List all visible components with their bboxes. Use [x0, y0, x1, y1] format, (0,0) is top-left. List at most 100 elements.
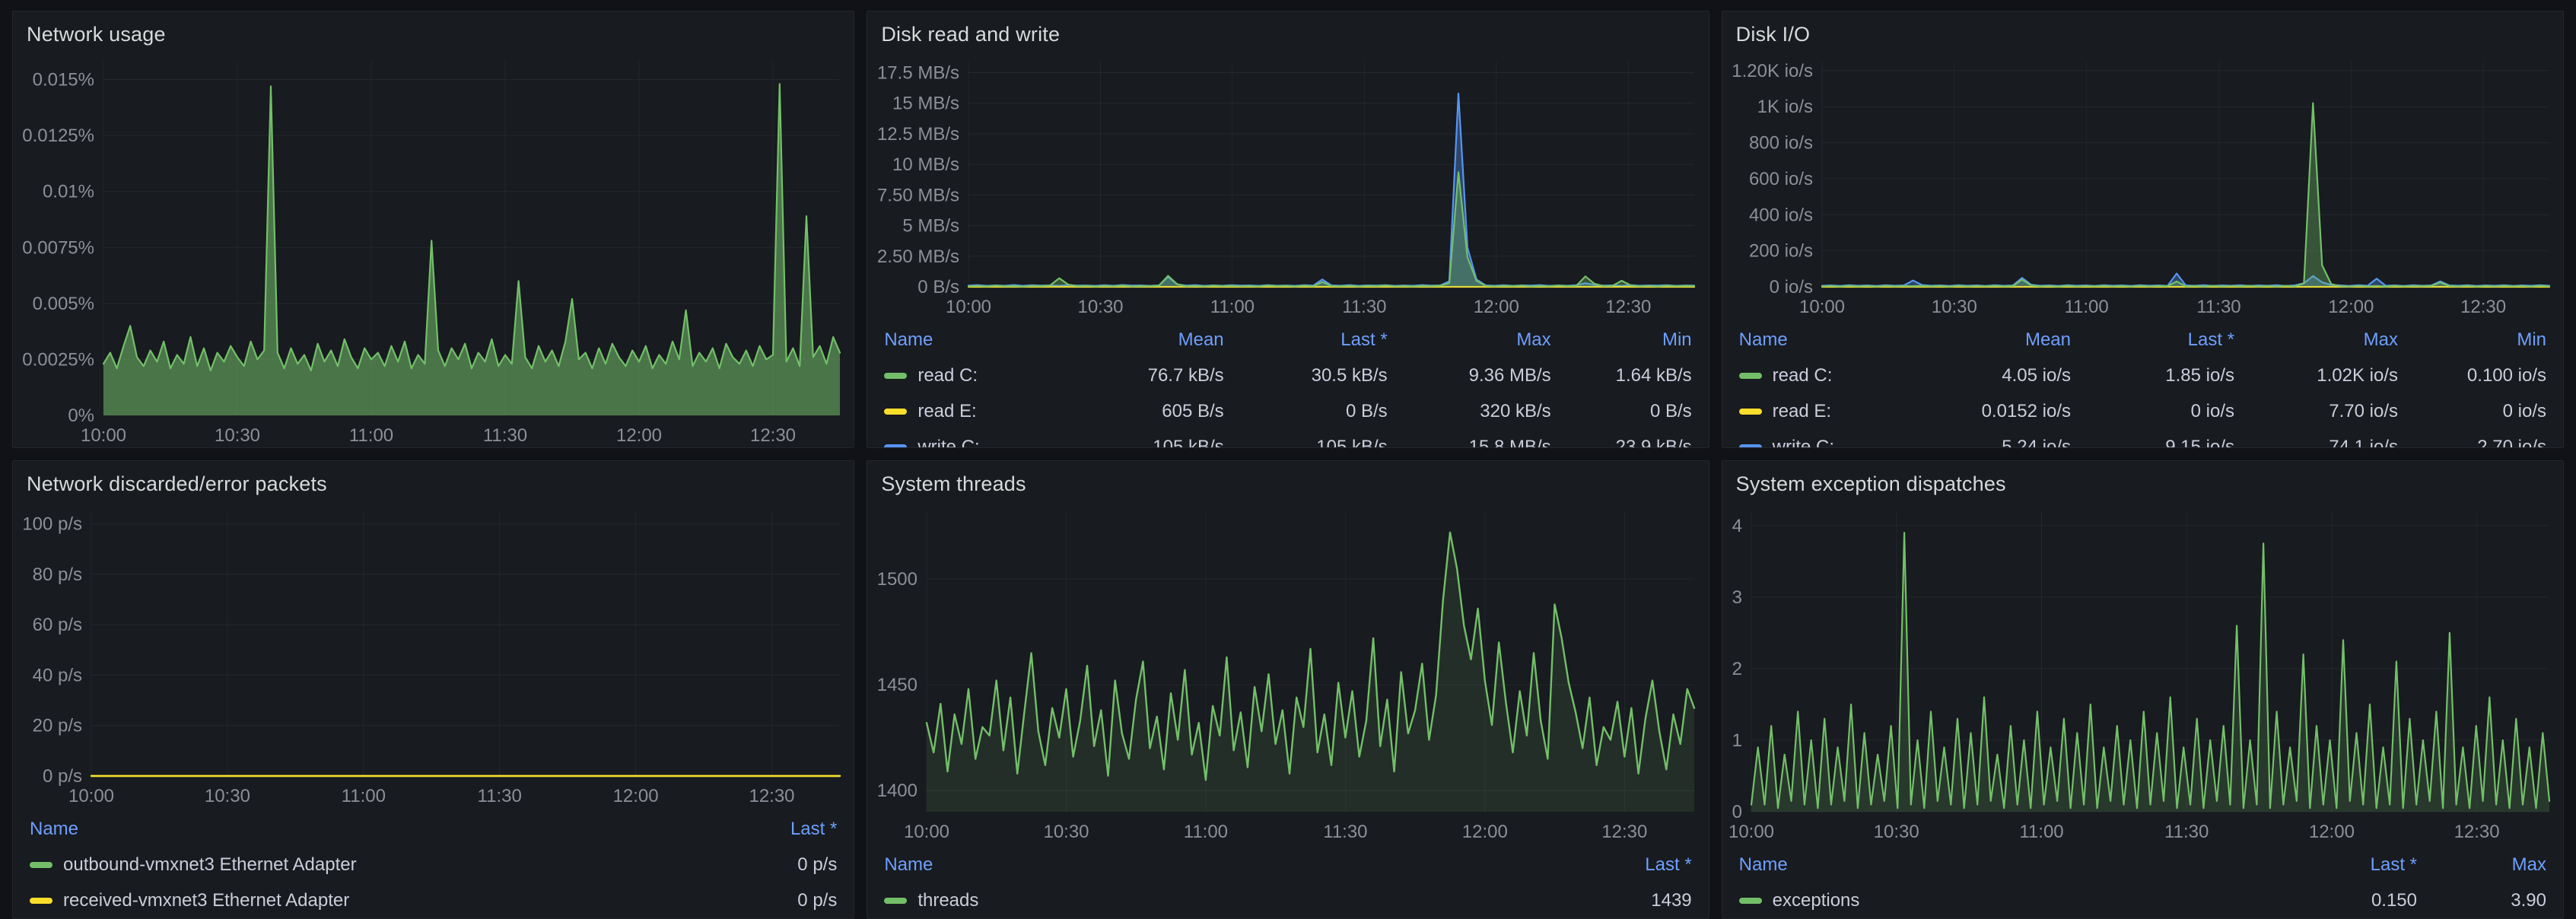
series-color-marker — [884, 408, 908, 415]
svg-text:1.20K io/s: 1.20K io/s — [1732, 61, 1813, 81]
system-threads-chart[interactable]: 10:00 10:30 11:00 11:30 12:00 12:30 1400 1450 15… — [867, 501, 1708, 844]
svg-text:0.015%: 0.015% — [33, 70, 94, 91]
panel-title-network-discarded-packets[interactable]: Network discarded/error packets — [27, 472, 327, 495]
disk-read-write-chart[interactable]: 10:00 10:30 11:00 11:30 12:00 12:30 0 B/s 2.50 … — [867, 51, 1708, 319]
svg-text:0 io/s: 0 io/s — [1769, 277, 1812, 297]
legend-header-row: Name Mean Last * Max Min — [884, 322, 1691, 358]
legend-value: 5.24 io/s — [2002, 436, 2071, 448]
svg-text:12:30: 12:30 — [1602, 822, 1648, 842]
svg-text:11:30: 11:30 — [483, 425, 527, 446]
svg-text:3: 3 — [1732, 587, 1741, 608]
system-exception-dispatches-chart[interactable]: 10:00 10:30 11:00 11:30 12:00 12:30 0 1 2 3 4 — [1722, 501, 2563, 844]
legend-row: outbound-vmxnet3 Ethernet Adapter 0 p/s — [30, 847, 837, 882]
panel-title-system-exception-dispatches[interactable]: System exception dispatches — [1735, 472, 2006, 495]
series-color-marker — [1738, 408, 1762, 415]
network-discarded-packets-chart[interactable]: 10:00 10:30 11:00 11:30 12:00 12:30 0 p/s 20 p/… — [13, 501, 854, 808]
svg-text:10:30: 10:30 — [215, 425, 260, 446]
legend-row: threads 1439 — [884, 882, 1692, 918]
svg-text:12:00: 12:00 — [613, 786, 659, 806]
chart-svg: 10:00 10:30 11:00 11:30 12:00 12:30 0% 0.0025% 0… — [22, 62, 841, 446]
series-name[interactable]: read E: — [918, 400, 977, 421]
series-name[interactable]: threads — [918, 889, 979, 911]
svg-text:12:30: 12:30 — [2454, 822, 2499, 842]
legend-col-mean[interactable]: Mean — [2024, 329, 2071, 350]
legend-col-max[interactable]: Max — [2363, 329, 2398, 350]
panel-system-threads: System threads 10:00 10:30 11:00 11:30 12:00… — [867, 460, 1709, 919]
legend-col-name[interactable]: Name — [884, 329, 933, 350]
disk-io-legend: Name Mean Last * Max Min read C: 4.05 io/s 1.85… — [1722, 319, 2563, 448]
panel-system-exception-dispatches: System exception dispatches 10:00 10:30 11… — [1721, 460, 2564, 919]
legend-col-name[interactable]: Name — [1738, 854, 1788, 875]
legend-row: read C: 4.05 io/s 1.85 io/s 1.02K io/s 0.100… — [1738, 358, 2546, 393]
svg-text:20 p/s: 20 p/s — [33, 716, 82, 736]
legend-col-mean[interactable]: Mean — [1178, 329, 1224, 350]
svg-text:12:00: 12:00 — [2309, 822, 2355, 842]
series-name[interactable]: read C: — [1772, 364, 1833, 386]
legend-value: 0 B/s — [1345, 400, 1388, 421]
svg-text:100 p/s: 100 p/s — [22, 514, 82, 535]
svg-text:200 io/s: 200 io/s — [1749, 241, 1813, 262]
legend-value: 0 io/s — [2502, 400, 2546, 421]
series-name[interactable]: received-vmxnet3 Ethernet Adapter — [63, 889, 350, 911]
series-color-marker — [1738, 897, 1762, 904]
network-usage-chart[interactable]: 10:00 10:30 11:00 11:30 12:00 12:30 0% 0.0025% 0… — [13, 51, 854, 447]
svg-text:40 p/s: 40 p/s — [33, 665, 82, 685]
legend-value: 0 p/s — [797, 889, 838, 911]
disk-io-chart[interactable]: 10:00 10:30 11:00 11:30 12:00 12:30 0 io/s 200 … — [1722, 51, 2563, 319]
svg-text:11:30: 11:30 — [478, 786, 522, 806]
svg-text:11:00: 11:00 — [1184, 822, 1228, 842]
legend-col-last[interactable]: Last * — [1340, 329, 1388, 350]
legend-value: 30.5 kB/s — [1311, 364, 1388, 386]
legend-row: read E: 0.0152 io/s 0 io/s 7.70 io/s 0 io/s — [1738, 393, 2546, 429]
legend-col-min[interactable]: Min — [2517, 329, 2546, 350]
legend-value: 7.70 io/s — [2329, 400, 2398, 421]
svg-text:800 io/s: 800 io/s — [1749, 133, 1813, 154]
legend-col-name[interactable]: Name — [1738, 329, 1788, 350]
legend-row: write C: 105 kB/s 105 kB/s 15.8 MB/s 23.9 kB… — [884, 429, 1692, 448]
chart-svg: 10:00 10:30 11:00 11:30 12:00 12:30 1400 1450 15… — [877, 511, 1696, 842]
svg-text:12:30: 12:30 — [1606, 297, 1652, 317]
series-name[interactable]: exceptions — [1772, 889, 1860, 911]
svg-text:0.0125%: 0.0125% — [22, 126, 94, 146]
legend-col-max[interactable]: Max — [2511, 854, 2546, 875]
panel-title-disk-read-write[interactable]: Disk read and write — [881, 22, 1061, 46]
series-name[interactable]: write C: — [918, 436, 980, 448]
svg-text:10:00: 10:00 — [68, 786, 114, 806]
panel-disk-read-write: Disk read and write 10:00 10:30 11:00 11:30… — [867, 11, 1709, 448]
legend-col-last[interactable]: Last * — [2187, 329, 2234, 350]
panel-header: Disk read and write — [867, 11, 1708, 51]
svg-text:0.01%: 0.01% — [43, 182, 94, 202]
svg-text:0.005%: 0.005% — [33, 294, 94, 314]
legend-col-name[interactable]: Name — [884, 854, 933, 875]
panel-title-disk-io[interactable]: Disk I/O — [1735, 22, 1811, 46]
svg-text:10:00: 10:00 — [81, 425, 126, 446]
svg-text:10:00: 10:00 — [946, 297, 991, 317]
series-color-marker — [884, 372, 908, 379]
panel-title-system-threads[interactable]: System threads — [881, 472, 1026, 495]
legend-col-max[interactable]: Max — [1516, 329, 1551, 350]
legend-col-last[interactable]: Last * — [790, 818, 838, 839]
series-color-marker — [1738, 372, 1762, 379]
legend-value: 105 kB/s — [1316, 436, 1388, 448]
series-name[interactable]: read E: — [1772, 400, 1832, 421]
svg-text:12:30: 12:30 — [749, 786, 794, 806]
svg-text:11:00: 11:00 — [342, 786, 386, 806]
legend-col-name[interactable]: Name — [30, 818, 79, 839]
legend-col-min[interactable]: Min — [1662, 329, 1692, 350]
legend-col-last[interactable]: Last * — [1645, 854, 1692, 875]
legend-value: 1.02K io/s — [2317, 364, 2398, 386]
svg-text:10:30: 10:30 — [205, 786, 250, 806]
series-name[interactable]: write C: — [1772, 436, 1834, 448]
series-name[interactable]: outbound-vmxnet3 Ethernet Adapter — [63, 854, 357, 875]
legend-row: read E: 605 B/s 0 B/s 320 kB/s 0 B/s — [884, 393, 1692, 429]
svg-text:11:30: 11:30 — [2196, 297, 2240, 317]
series-name[interactable]: read C: — [918, 364, 978, 386]
legend-row: exceptions 0.150 3.90 — [1738, 882, 2546, 918]
svg-text:11:00: 11:00 — [349, 425, 393, 446]
legend-header-row: Name Last * Max — [1739, 847, 2546, 882]
panel-title-network-usage[interactable]: Network usage — [27, 22, 166, 46]
system-exception-dispatches-legend: Name Last * Max exceptions 0.150 3.90 — [1722, 844, 2563, 918]
svg-text:0: 0 — [1732, 802, 1741, 822]
legend-row: read C: 76.7 kB/s 30.5 kB/s 9.36 MB/s 1.64 k… — [884, 358, 1692, 393]
legend-col-last[interactable]: Last * — [2370, 854, 2417, 875]
